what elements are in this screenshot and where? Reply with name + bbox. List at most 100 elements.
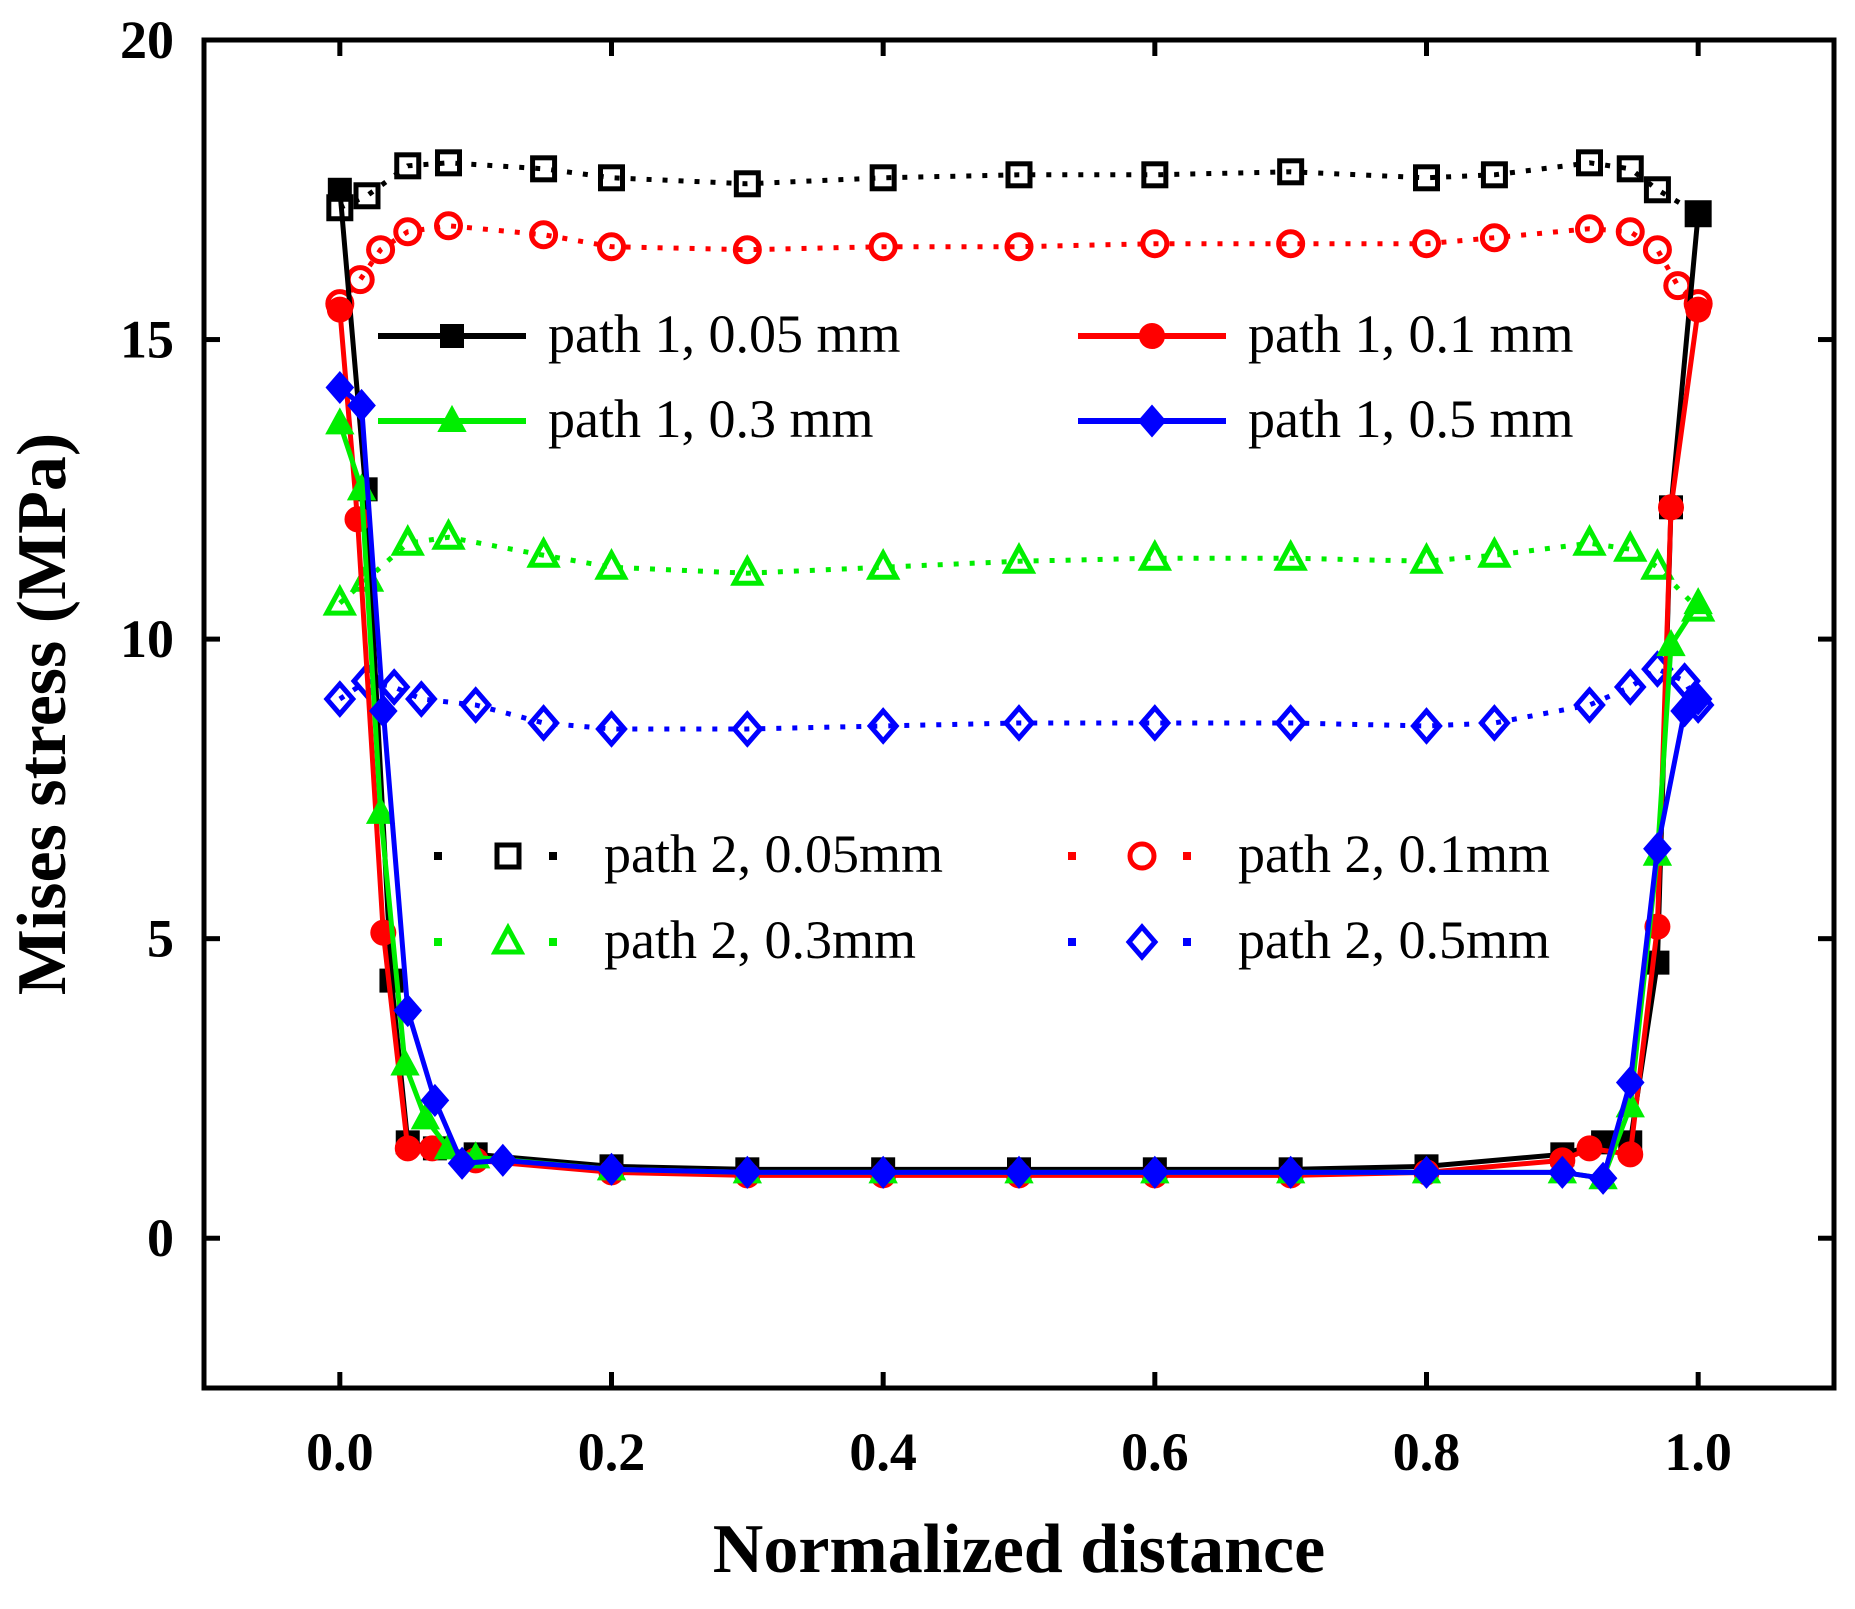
data-point-path-2-0-3mm [1137, 538, 1173, 571]
data-point-path-2-0-1mm [1140, 229, 1170, 259]
data-point-path-1-0-5-mm [325, 370, 355, 405]
data-point-path-1-0-05-mm [1686, 201, 1711, 226]
y-tick-label: 20 [120, 10, 174, 70]
legend-dot [1183, 852, 1191, 860]
data-point-path-1-0-5-mm [1412, 1155, 1441, 1189]
x-tick-label: 0.8 [1393, 1422, 1461, 1482]
data-point-path-1-0-5-mm [733, 1155, 762, 1189]
legend-dot [1068, 852, 1076, 860]
data-point-path-2-0-5mm [527, 704, 560, 742]
data-point-path-1-0-05-mm [327, 177, 352, 202]
legend-label: path 2, 0.1mm [1238, 824, 1550, 884]
data-point-path-2-0-3mm [526, 535, 561, 568]
data-point-path-2-0-05mm [353, 182, 381, 210]
data-point-path-2-0-1mm [1004, 232, 1034, 262]
data-point-path-1-0-5-mm [1140, 1155, 1170, 1189]
legend-marker-path-2-0-3mm [490, 922, 526, 955]
data-point-path-1-0-3-mm [325, 407, 355, 435]
legend-label: path 2, 0.5mm [1238, 910, 1550, 970]
data-point-path-2-0-5mm [866, 707, 900, 745]
data-point-path-2-0-5mm [323, 680, 357, 718]
data-point-path-2-0-3mm [594, 547, 629, 580]
data-point-path-1-0-3-mm [410, 1102, 441, 1130]
legend-dot [434, 852, 442, 860]
series-line-path-1-0-5-mm [338, 385, 1700, 1181]
legend-entry-path-1-0-5-mm: path 1, 0.5 mm [1078, 389, 1573, 449]
axis-ticks: 0.0 0.2 0.4 0.6 0.8 1.0 0 5 10 15 20 [120, 10, 1834, 1482]
data-point-path-2-0-05mm [1576, 149, 1603, 177]
data-point-path-2-0-05mm [435, 149, 462, 177]
x-tick-label: 0.4 [849, 1422, 917, 1482]
data-point-path-2-0-1mm [597, 232, 626, 262]
data-point-path-2-0-3mm [1572, 524, 1607, 556]
legend-marker-path-1-0-3-mm [437, 404, 467, 432]
legend-label: path 1, 0.1 mm [1248, 304, 1573, 364]
series-line-path-2-0-3mm [338, 534, 1700, 611]
legend-entry-path-2-0-5mm: path 2, 0.5mm [1068, 910, 1550, 970]
legend-marker-path-2-0-5mm [1125, 923, 1159, 961]
data-point-path-2-0-05mm [1141, 161, 1169, 189]
data-point-path-1-0-5-mm [1588, 1161, 1618, 1195]
y-axis-title: Mises stress (MPa) [4, 433, 81, 995]
legend-label: path 2, 0.05mm [604, 824, 943, 884]
data-point-path-1-0-5-mm [1615, 1065, 1645, 1099]
legend-entry-path-2-0-1mm: path 2, 0.1mm [1068, 824, 1550, 884]
data-point-path-1-0-5-mm [1004, 1155, 1034, 1189]
data-point-path-2-0-05mm [1643, 176, 1671, 204]
legend-label: path 1, 0.05 mm [548, 304, 900, 364]
data-point-path-2-0-3mm [322, 583, 358, 616]
data-point-path-2-0-5mm [1573, 686, 1606, 724]
series-line-path-2-0-1mm [337, 223, 1700, 306]
data-point-path-2-0-5mm [1002, 704, 1036, 742]
data-point-path-2-0-05mm [1413, 164, 1440, 192]
legend-label: path 2, 0.3mm [604, 910, 916, 970]
data-point-path-2-0-3mm [1613, 529, 1648, 562]
data-point-path-2-0-5mm [459, 686, 492, 724]
data-point-path-2-0-5mm [1274, 704, 1307, 742]
data-point-path-2-0-3mm [1273, 538, 1308, 571]
y-tick-label: 5 [147, 909, 174, 969]
data-point-path-2-0-5mm [1478, 704, 1511, 742]
legend-entry-path-1-0-3-mm: path 1, 0.3 mm [378, 389, 873, 449]
series-line-path-2-0-5mm [338, 666, 1701, 732]
data-point-path-1-0-5-mm [1683, 682, 1713, 716]
data-point-path-2-0-1mm [434, 211, 463, 241]
legend-entry-path-1-0-1-mm: path 1, 0.1 mm [1078, 304, 1573, 364]
data-point-path-2-0-1mm [1575, 214, 1604, 244]
legend-dot [1183, 938, 1191, 946]
data-point-path-1-0-5-mm [1548, 1155, 1577, 1189]
legend-dot [549, 852, 557, 860]
data-point-path-2-0-5mm [405, 680, 438, 718]
plot-frame [201, 37, 1837, 1391]
data-point-path-2-0-05mm [733, 170, 761, 198]
data-point-path-2-0-1mm [1615, 217, 1645, 247]
data-point-path-1-0-5-mm [1643, 832, 1672, 866]
data-point-path-2-0-5mm [595, 710, 628, 748]
data-point-path-1-0-1-mm [326, 296, 353, 323]
data-point-path-1-0-1-mm [1576, 1135, 1603, 1162]
data-point-path-1-0-5-mm [597, 1152, 626, 1186]
y-tick-label: 0 [147, 1208, 174, 1268]
legend-dot [1068, 938, 1076, 946]
legend: path 1, 0.05 mm path 1, 0.1 mm path 1, 0.3… [378, 304, 1573, 970]
data-point-path-2-0-3mm [390, 524, 425, 556]
legend-marker-path-1-0-5-mm [1137, 404, 1167, 438]
data-point-path-1-0-5-mm [1276, 1155, 1305, 1189]
legend-entry-path-1-0-05-mm: path 1, 0.05 mm [378, 304, 900, 364]
series-line-path-2-0-05mm [338, 160, 1700, 216]
y-tick-label: 10 [120, 609, 174, 669]
data-point-path-2-0-1mm [1642, 235, 1672, 265]
data-point-path-2-0-05mm [1616, 155, 1644, 183]
legend-marker-path-2-0-1mm [1127, 841, 1157, 871]
data-point-path-2-0-3mm [865, 547, 901, 580]
legend-marker-path-2-0-05mm [494, 842, 522, 870]
data-point-path-2-0-1mm [868, 232, 898, 262]
data-point-path-2-0-3mm [431, 518, 466, 550]
data-point-path-1-0-5-mm [488, 1143, 518, 1177]
data-point-path-2-0-1mm [1276, 229, 1306, 259]
legend-marker-path-1-0-05-mm [440, 324, 464, 348]
legend-dot [549, 938, 557, 946]
data-point-path-2-0-1mm [1412, 229, 1441, 259]
data-point-path-1-0-5-mm [420, 1083, 450, 1117]
x-tick-label: 0.0 [306, 1422, 374, 1482]
